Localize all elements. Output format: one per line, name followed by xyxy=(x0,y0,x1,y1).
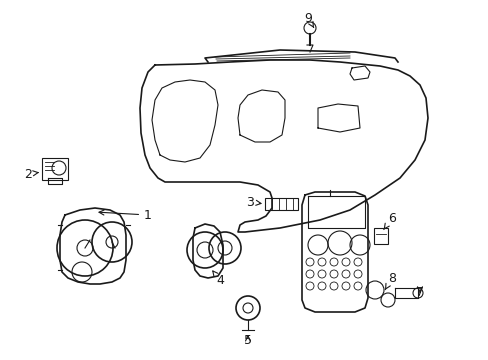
Text: 3: 3 xyxy=(245,195,261,208)
Text: 9: 9 xyxy=(304,12,313,27)
Bar xyxy=(373,228,387,244)
Text: 1: 1 xyxy=(99,208,152,221)
Text: 4: 4 xyxy=(212,271,224,287)
Bar xyxy=(264,198,297,210)
Text: 5: 5 xyxy=(244,333,251,346)
Bar xyxy=(42,158,68,180)
Text: 7: 7 xyxy=(415,285,423,298)
Text: 8: 8 xyxy=(385,271,395,290)
Text: 6: 6 xyxy=(383,212,395,230)
Text: 2: 2 xyxy=(24,167,38,180)
